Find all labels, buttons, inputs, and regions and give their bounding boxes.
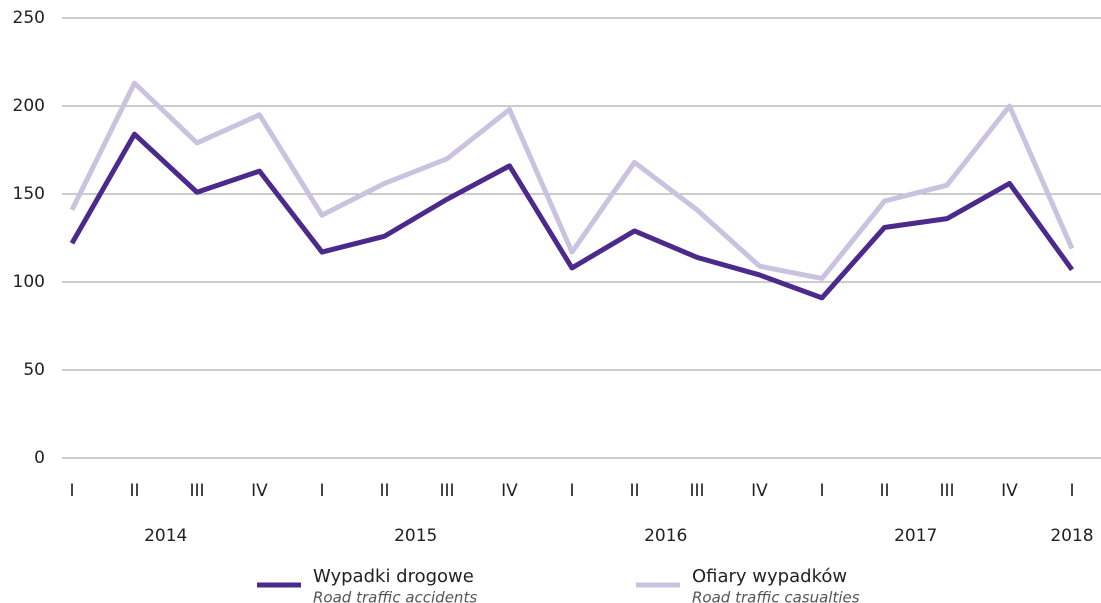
x-tick-label: III: [689, 481, 704, 501]
x-tick-label: II: [629, 481, 639, 501]
x-tick-label: I: [319, 481, 324, 501]
y-tick-label: 50: [23, 360, 45, 380]
x-tick-label: IV: [751, 481, 768, 501]
series-line: [69, 80, 1075, 281]
year-label: 2014: [144, 526, 187, 546]
y-tick-label: 150: [13, 184, 45, 204]
year-label: 2018: [1050, 526, 1093, 546]
legend-label: Ofiary wypadków: [692, 566, 847, 587]
y-tick-label: 200: [13, 96, 45, 116]
x-tick-label: II: [379, 481, 389, 501]
series-line: [69, 131, 1075, 301]
x-tick-label: IV: [1001, 481, 1018, 501]
x-tick-label: I: [1069, 481, 1074, 501]
x-tick-label: II: [879, 481, 889, 501]
y-tick-label: 250: [13, 8, 45, 28]
x-tick-label: II: [129, 481, 139, 501]
y-tick-label: 0: [34, 448, 45, 468]
x-tick-label: III: [939, 481, 954, 501]
x-tick-label: IV: [251, 481, 268, 501]
x-tick-label: III: [189, 481, 204, 501]
y-tick-label: 100: [13, 272, 45, 292]
legend-sublabel: Road traffic accidents: [313, 589, 477, 603]
year-label: 2015: [394, 526, 437, 546]
x-tick-label: III: [439, 481, 454, 501]
legend-label: Wypadki drogowe: [313, 566, 474, 587]
x-tick-label: IV: [501, 481, 518, 501]
year-label: 2016: [644, 526, 687, 546]
x-tick-label: I: [69, 481, 74, 501]
x-tick-label: I: [569, 481, 574, 501]
legend-sublabel: Road traffic casualties: [692, 589, 860, 603]
year-label: 2017: [894, 526, 937, 546]
x-tick-label: I: [819, 481, 824, 501]
